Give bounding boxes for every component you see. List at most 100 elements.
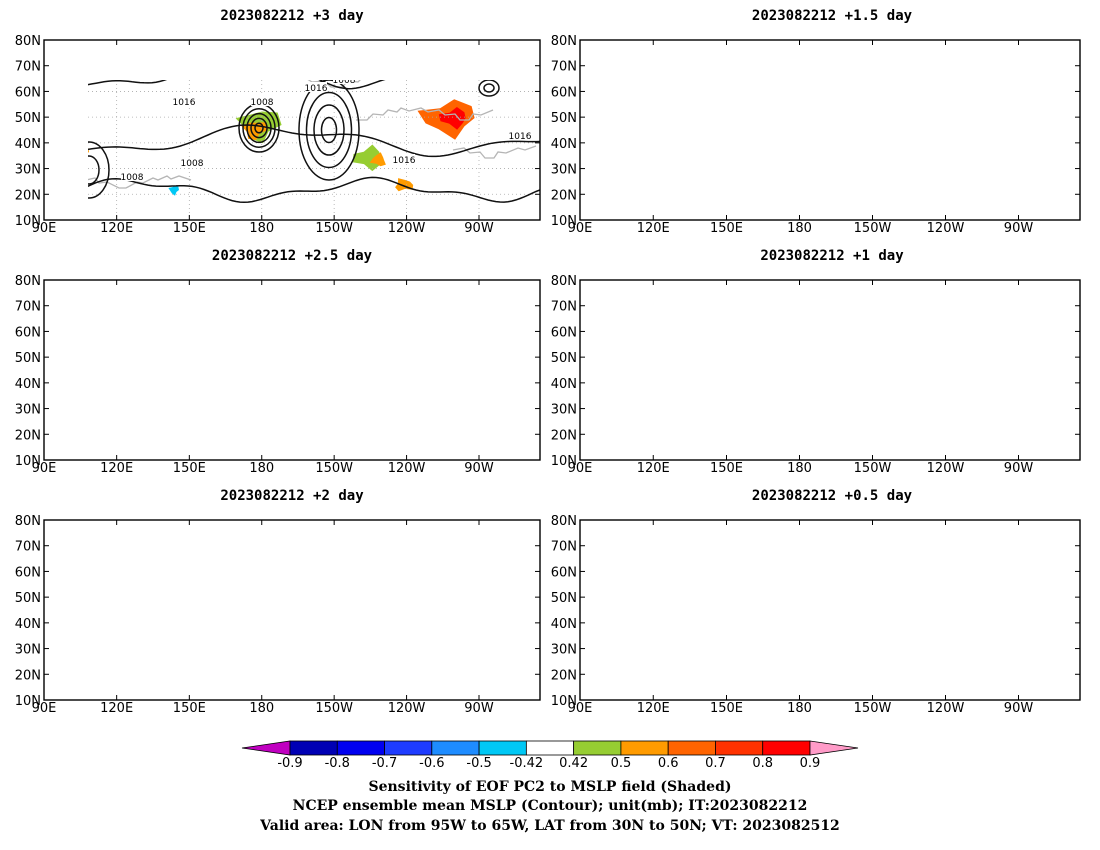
contour-label-bg [629,98,651,108]
lat-tick-label: 70N [551,300,577,315]
pressure-center [415,407,423,413]
lat-tick-label: 40N [15,377,41,392]
sensitivity-shade [369,152,386,167]
pressure-center [750,530,810,541]
lat-tick-label: 40N [15,617,41,632]
contour-label: 1016 [509,132,532,142]
contour-label-bg [921,634,943,644]
contour-label-bg [895,327,917,337]
pressure-center [305,91,353,169]
contour-label: 1008 [601,208,624,218]
coastline [923,75,1061,87]
lat-tick-label: 10N [15,694,41,709]
colorbar: -0.9 -0.8 -0.7 -0.6 -0.5 -0.42 0.42 0.5 0.6 0.7 0.… [241,740,859,771]
pressure-center [240,358,258,382]
lon-tick-label: 120W [388,701,426,716]
contour-label-bg [977,395,999,405]
pressure-center [1010,312,1050,336]
lat-tick-label: 20N [15,668,41,683]
pressure-center [765,532,795,537]
pressure-center [245,364,254,376]
sensitivity-shade [88,148,89,153]
isobar-line [88,80,386,90]
contour-label: 1016 [169,525,192,535]
colorbar-arrow-high [809,740,859,756]
panel-title-p2: 2023082212 +1.5 day [752,8,913,24]
panel-title-p3: 2023082212 +2.5 day [212,248,373,264]
contour-label: 1016 [833,426,856,436]
pressure-center [985,57,1055,93]
lat-tick-label: 70N [15,60,41,75]
coastline [873,386,1013,398]
isobar-line [44,350,540,389]
lon-tick-label: 180 [787,221,812,236]
sensitivity-shade [592,368,610,384]
lon-tick-label: 90E [568,701,593,716]
contour-label: 1008 [657,578,680,588]
sensitivity-shade [638,584,668,621]
contour-label: 1008 [906,395,929,405]
pressure-center [197,52,230,68]
map-background [580,520,1080,700]
pressure-center [260,324,267,331]
contour-label: 1016 [831,554,854,564]
pressure-center [236,352,263,388]
pressure-center [313,104,345,156]
isobar-line [44,417,540,442]
lon-tick-label: 90W [464,461,494,476]
sensitivity-shade [935,553,958,577]
sensitivity-shade [648,594,671,623]
contour-label-bg [601,206,623,216]
contour-label: 1008 [333,76,356,86]
colorbar-segment [289,740,338,756]
contour-label-bg [453,394,475,404]
coastline [735,654,868,666]
lat-tick-label: 80N [15,34,41,49]
lat-tick-label: 10N [551,214,577,229]
isobar-line [580,133,1080,166]
lon-tick-label: 150W [315,221,353,236]
contour-label: 1008 [108,619,131,629]
map-frame [43,519,541,701]
contour-label-bg [831,632,853,642]
sensitivity-shade [816,422,832,436]
pressure-center [818,350,863,410]
sensitivity-shade [292,425,306,434]
map-body: 1016 1016 1008 1008 1016 1024 1008 1016 1008 [580,520,1080,700]
contour-label-bg [411,576,433,586]
sensitivity-shade [168,185,179,196]
pressure-center [167,673,182,687]
lat-tick-label: 20N [15,428,41,443]
pressure-center [159,416,189,444]
contour-label-bg [989,152,1011,162]
contour-label: 1016 [837,83,860,93]
lon-tick-label: 90E [32,461,57,476]
lat-tick-label: 70N [551,540,577,555]
contour-label-bg [305,82,327,92]
lon-tick-label: 150E [710,461,743,476]
map-panel-p5: 1016 1008 1016 1016 1008 1008 1024 1016 1016 80N 7… [15,514,541,716]
map-body: 1016 1008 1016 1016 1008 1008 1024 1016 1016 [44,520,540,701]
map-panel-p6: 1016 1016 1008 1008 1016 1024 1008 1016 1008 80N 7… [551,514,1081,716]
lat-tick-label: 70N [15,300,41,315]
pressure-center [206,56,223,64]
pressure-center [262,569,276,581]
colorbar-label: 0.8 [752,756,773,771]
sensitivity-shade [991,602,1006,617]
contour-label: 1016 [741,633,764,643]
lat-tick-label: 20N [551,668,577,683]
lon-tick-label: 120E [100,461,133,476]
contour-label: 1016 [825,314,848,324]
coastline [638,622,771,634]
contour-label: 1016 [173,98,196,108]
lat-tick-label: 80N [551,34,577,49]
contour-label: 1008 [93,429,116,439]
contour-label-bg [399,530,421,540]
coastline [124,348,263,360]
colorbar-label: -0.9 [277,756,302,771]
pressure-center [320,365,338,395]
map-body: 1016 1016 1016 1024 1016 1008 [44,280,540,460]
pressure-center [254,122,264,134]
map-panel-p3: 1016 1016 1016 1024 1016 1008 80N 70N 60N 50N 40N 3… [15,274,541,476]
